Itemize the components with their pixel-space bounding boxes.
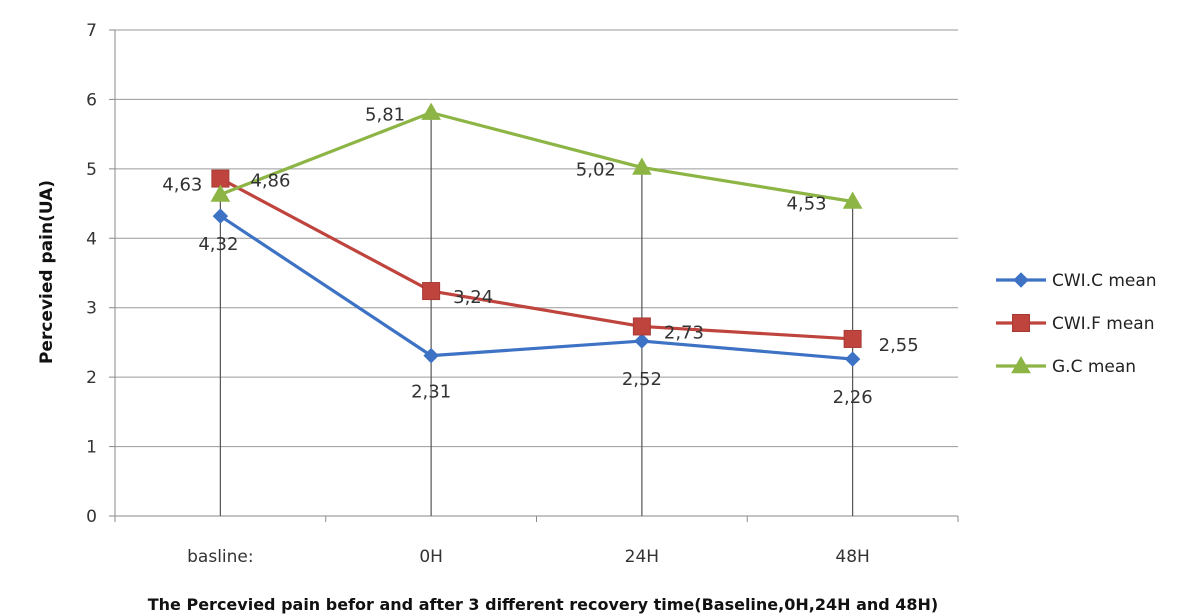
series-line-0: [219, 214, 853, 361]
data-point: [842, 191, 863, 209]
data-point: [212, 208, 229, 224]
data-point: [421, 102, 441, 120]
y-tick-label: 4: [86, 229, 97, 249]
x-tick-label: 24H: [625, 547, 659, 567]
legend-entry-label: CWI.C mean: [1052, 271, 1157, 291]
legend-swatch-marker: [1012, 314, 1030, 332]
x-tick-labels: basline: 0H 24H 48H: [187, 547, 870, 567]
series-group: [210, 102, 863, 367]
legend: CWI.C mean CWI.F mean G.C mean: [996, 271, 1157, 377]
y-tick-label: 6: [86, 90, 97, 110]
data-label: 2,52: [622, 369, 662, 390]
y-tick-label: 0: [86, 507, 97, 527]
y-tick-label: 2: [86, 368, 97, 388]
data-point: [422, 282, 441, 301]
data-label: 4,53: [787, 193, 827, 214]
legend-swatch-marker: [1011, 355, 1031, 374]
x-axis-title: The Percevied pain befor and after 3 dif…: [148, 595, 939, 614]
axes: [109, 29, 959, 522]
data-point: [423, 347, 439, 364]
data-point: [210, 184, 231, 202]
y-axis-title: Percevied pain(UA): [37, 180, 57, 364]
data-label: 3,24: [453, 287, 493, 308]
legend-swatch-marker: [1013, 272, 1029, 288]
data-label: 2,26: [833, 387, 873, 408]
series-line-2: [219, 111, 853, 204]
data-point: [634, 333, 650, 349]
data-point: [632, 317, 651, 336]
data-point: [843, 329, 862, 348]
data-point: [211, 169, 230, 188]
x-tick-label: 48H: [835, 547, 869, 567]
y-tick-label: 7: [86, 21, 97, 41]
data-label: 4,63: [162, 175, 202, 196]
legend-entry-label: CWI.F mean: [1052, 314, 1155, 334]
data-label: 2,73: [664, 322, 704, 343]
data-label: 5,81: [365, 105, 405, 126]
data-labels: 4,32 2,31 2,52 2,26 4,86 3,24 2,73 2,55 4,63 5,81…: [162, 105, 918, 408]
legend-entry-label: G.C mean: [1052, 357, 1136, 377]
data-label: 2,55: [879, 335, 919, 356]
data-label: 4,86: [250, 171, 290, 192]
x-tick-label: 0H: [419, 547, 443, 567]
data-label: 5,02: [576, 159, 616, 180]
y-tick-label: 1: [86, 438, 97, 458]
drop-lines: [219, 112, 854, 516]
data-label: 2,31: [411, 382, 451, 403]
data-point: [844, 351, 861, 367]
x-tick-label: basline:: [187, 547, 253, 567]
gridlines: [115, 29, 958, 448]
data-point: [632, 157, 652, 175]
y-tick-labels: 0 1 2 3 4 5 6 7: [86, 21, 97, 527]
data-label: 4,32: [198, 234, 238, 255]
y-tick-label: 3: [86, 299, 97, 319]
y-tick-label: 5: [86, 160, 97, 180]
series-line-1: [219, 177, 853, 341]
